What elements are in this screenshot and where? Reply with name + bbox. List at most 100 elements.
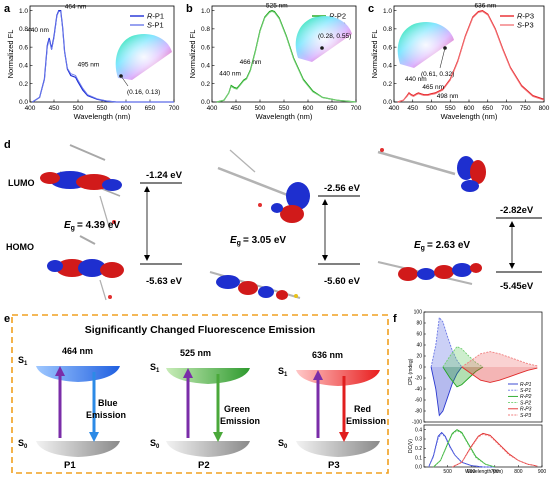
cie-diagram-b [295, 15, 352, 62]
series-line-R-P3 [461, 366, 538, 383]
fl-chart-b: 400 450 500 550 600 650 700 0.0 0.2 0.4 0.6 0.8 1.0 W… [188, 3, 362, 121]
emission-nm-p1: 464 nm [62, 346, 93, 356]
lumo-value-p2: -2.56 eV [324, 183, 361, 194]
x-tick-label: 650 [145, 105, 156, 112]
y-tick-label: 0.4 [201, 63, 210, 70]
cie-point-b [320, 46, 324, 50]
s1-label-p1: S1 [18, 355, 28, 367]
series-line-S-P2 [442, 346, 484, 368]
legend-entry: R-P1 [520, 382, 532, 388]
y-tick-label: 1.0 [19, 8, 28, 15]
x-tick-label: 600 [121, 105, 132, 112]
emission-box [11, 314, 389, 474]
legend-entry: S-P3 [517, 21, 534, 30]
peak-label: 464 nm [65, 4, 87, 11]
y-tick-label: 0.0 [201, 99, 210, 106]
panel-label-a: a [4, 3, 11, 15]
peak-label: 498 nm [437, 93, 459, 100]
y-tick-label: 0.1 [415, 455, 422, 461]
plot-frame [423, 424, 543, 468]
x-tick-label: 500 [255, 105, 266, 112]
homo-value-p3: -5.45eV [500, 281, 534, 292]
compound-p1: P1 [64, 460, 76, 471]
panel-label-d: d [4, 139, 11, 151]
y-tick-label: 0.8 [201, 26, 210, 33]
molecule-p1-homo [47, 235, 124, 301]
lumo-value-p3: -2.82eV [500, 205, 534, 216]
y-tick-label: 80 [416, 321, 422, 327]
x-tick-label: 700 [351, 105, 362, 112]
molecule-p3-lumo [377, 148, 486, 192]
x-tick-label: 700 [491, 469, 500, 475]
peak-label: 440 nm [27, 27, 49, 34]
emission-color-p1: Blue [98, 398, 118, 408]
y-tick-label: 0.2 [19, 81, 28, 88]
dc-ylabel: DC(V) [408, 439, 414, 453]
y-tick-label: -20 [415, 376, 422, 382]
series-line-S-P1 [32, 11, 174, 103]
y-tick-label: 0.2 [201, 81, 210, 88]
emission-word-p3: Emission [346, 416, 386, 426]
x-tick-label: 800 [539, 105, 550, 112]
s1-label-p2: S1 [150, 362, 160, 374]
bandgap-p2: Eg = 3.05 eV [230, 235, 286, 247]
y-axis-label: Normalized FL [370, 30, 379, 79]
molecule-p3-homo [377, 261, 482, 285]
s0-label-p2: S0 [150, 438, 160, 450]
y-tick-label: -40 [415, 387, 422, 393]
panel-label-b: b [186, 3, 193, 15]
emission-nm-p3: 636 nm [312, 350, 343, 360]
legend-entry: S-P2 [520, 400, 531, 406]
series-line-S-P2 [216, 11, 357, 103]
y-tick-label: 0.0 [383, 99, 392, 106]
series-line-S-P1 [430, 316, 463, 368]
y-tick-label: 1.0 [201, 8, 210, 15]
molecule-p2-homo [209, 271, 301, 300]
y-axis-label: Normalized FL [188, 30, 197, 79]
legend-entry: S-P3 [520, 413, 531, 419]
series-line-R-P2 [442, 366, 484, 388]
y-tick-label: 40 [416, 343, 422, 349]
y-tick-label: -80 [415, 409, 422, 415]
bandgap-p3: Eg = 2.63 eV [414, 240, 470, 252]
y-tick-label: 0.2 [383, 81, 392, 88]
y-tick-label: 0.6 [383, 44, 392, 51]
molecule-p1-lumo [40, 144, 122, 231]
cie-diagram-a [115, 33, 172, 87]
legend-entry: R-P1 [147, 12, 164, 21]
y-tick-label: 0.4 [383, 63, 392, 70]
cpl-chart: 100 80 60 40 20 0 -20 -40 -60 -80 -100 R-P1S-P1R-P2… [412, 310, 543, 426]
y-tick-label: 60 [416, 332, 422, 338]
y-tick-label: 0.3 [415, 437, 422, 443]
lumo-value-p1: -1.24 eV [146, 170, 183, 181]
homo-value-p2: -5.60 eV [324, 276, 361, 287]
legend-entry: R-P2 [329, 12, 346, 21]
x-axis-label: Wavelength (nm) [74, 112, 131, 121]
series-line-S-P3 [397, 11, 545, 103]
panel-label-f: f [393, 313, 397, 325]
x-tick-label: 650 [327, 105, 338, 112]
x-tick-label: 550 [279, 105, 290, 112]
y-tick-label: 0.0 [415, 465, 422, 471]
diagram-p2 [166, 368, 250, 457]
lumo-label: LUMO [8, 178, 35, 188]
x-tick-label: 750 [520, 105, 531, 112]
emission-color-p3: Red [354, 404, 371, 414]
diagram-p3 [296, 370, 380, 457]
peak-label: 466 nm [240, 59, 262, 66]
fl-chart-a: 400 450 500 550 600 650 700 0.0 0.2 0.4 0.6 0.8 1.0 W… [6, 4, 180, 121]
x-tick-label: 400 [389, 105, 400, 112]
series-area-S-P2 [442, 346, 483, 367]
x-tick-label: 650 [482, 105, 493, 112]
s0-label-p3: S0 [278, 438, 288, 450]
y-tick-label: -60 [415, 398, 422, 404]
x-tick-label: 400 [207, 105, 218, 112]
cie-coord-c: (0.61, 0.32) [421, 71, 454, 78]
cie-diagram-c [397, 21, 454, 69]
y-tick-label: 1.0 [383, 8, 392, 15]
panel-label-e: e [4, 313, 10, 325]
homo-label: HOMO [6, 242, 34, 252]
series-area-R-P2 [442, 367, 483, 387]
y-tick-label: 0.8 [383, 26, 392, 33]
